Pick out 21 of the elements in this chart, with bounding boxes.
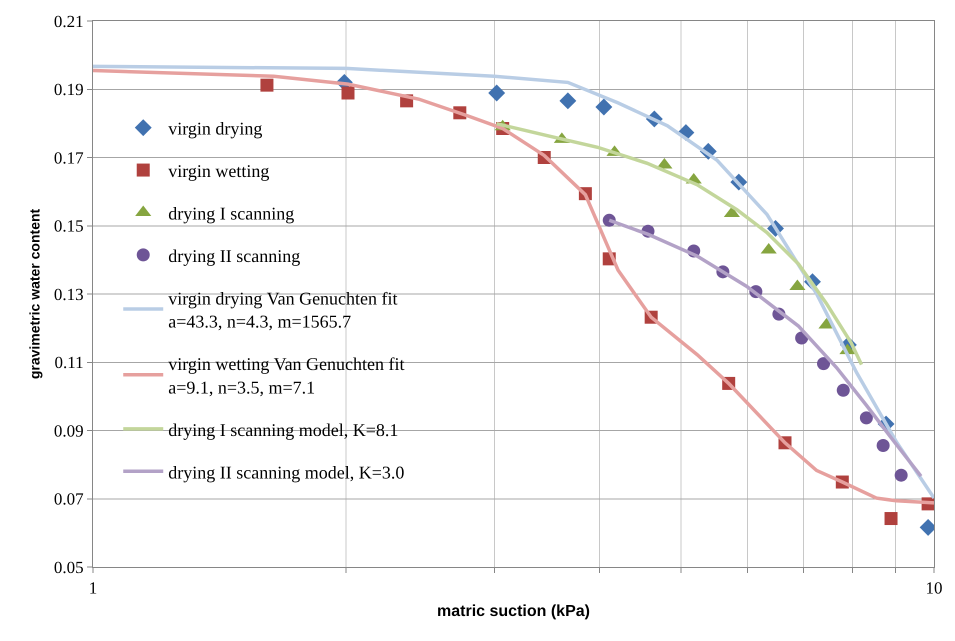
legend-label: drying II scanning	[168, 246, 300, 266]
x-tick-label: 1	[88, 578, 98, 598]
y-tick-label: 0.09	[54, 421, 84, 440]
y-tick-label: 0.05	[54, 558, 84, 577]
x-tick-label: 10	[926, 578, 942, 598]
y-axis-title: gravimetric water content	[26, 208, 42, 380]
legend-label: drying II scanning model, K=3.0	[168, 462, 404, 482]
y-tick-label: 0.19	[54, 80, 84, 100]
x-axis-title: matric suction (kPa)	[437, 603, 590, 620]
y-tick-label: 0.07	[54, 490, 84, 509]
legend-label: virgin drying Van Genuchten fit a=43.3, n=4.3, m=1565.7	[168, 288, 398, 332]
y-tick-label: 0.13	[54, 284, 84, 304]
legend-label: drying I scanning	[168, 203, 294, 224]
legend-label: virgin wetting Van Genuchten fit a=9.1, n=3.5, m=7.1	[168, 354, 405, 398]
y-tick-label: 0.21	[54, 12, 84, 31]
y-tick-label: 0.11	[54, 353, 84, 372]
legend-label: drying I scanning model, K=8.1	[168, 420, 398, 440]
legend-label: virgin wetting	[168, 161, 270, 182]
y-tick-label: 0.17	[54, 148, 84, 168]
y-tick-label: 0.15	[54, 216, 84, 236]
legend-label: virgin drying	[168, 118, 262, 139]
